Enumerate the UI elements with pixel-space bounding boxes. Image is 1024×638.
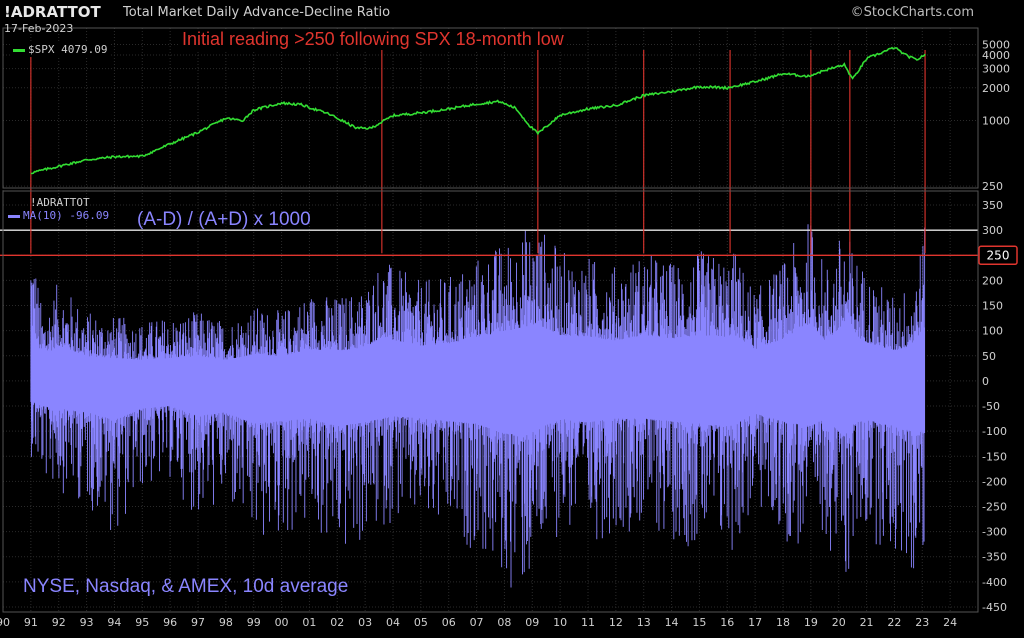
x-tick-label: 19 <box>804 616 818 629</box>
chart-symbol: !ADRATTOT <box>4 3 101 21</box>
x-tick-label: 23 <box>915 616 929 629</box>
highlight-250-label: 250 <box>987 248 1010 262</box>
x-tick-label: 22 <box>887 616 901 629</box>
chart-title: Total Market Daily Advance-Decline Ratio <box>123 5 391 20</box>
x-tick-label: 17 <box>748 616 762 629</box>
adr-panel-frame <box>2 190 979 613</box>
ma-legend: MA(10) -96.09 <box>8 209 109 222</box>
signal-lines <box>30 50 926 254</box>
adratio-bars <box>30 224 926 588</box>
x-tick-label: 04 <box>386 616 400 629</box>
x-tick-label: 06 <box>442 616 456 629</box>
adr-y-tick-label: -350 <box>982 551 1007 564</box>
adr-y-tick-label: -450 <box>982 601 1007 614</box>
x-tick-label: 11 <box>581 616 595 629</box>
adr-y-tick-label: -400 <box>982 576 1007 589</box>
x-tick-label: 00 <box>275 616 289 629</box>
spx-legend: $SPX 4079.09 <box>10 42 111 57</box>
axes: 90 91 92 93 94 95 96 97 98 99 00 01 02 03 04 05 06 07 08 09… <box>0 27 1018 629</box>
x-tick-label: 92 <box>52 616 66 629</box>
brand-watermark: ©StockCharts.com <box>850 5 974 20</box>
adr-y-tick-label: 150 <box>982 300 1003 313</box>
x-tick-label: 98 <box>219 616 233 629</box>
adr-y-tick-label: -200 <box>982 475 1007 488</box>
adr-y-tick-label: 200 <box>982 274 1003 287</box>
adr-y-tick-label: 350 <box>982 199 1003 212</box>
spx-y-tick-label: 5000 <box>982 39 1010 52</box>
spx-y-tick-label: 2000 <box>982 82 1010 95</box>
x-tick-label: 21 <box>860 616 874 629</box>
adr-y-tick-label: 300 <box>982 224 1003 237</box>
x-tick-label: 15 <box>692 616 706 629</box>
x-tick-label: 90 <box>0 616 10 629</box>
x-tick-label: 09 <box>525 616 539 629</box>
x-tick-label: 95 <box>135 616 149 629</box>
adr-y-tick-label: 0 <box>982 375 989 388</box>
x-tick-label: 91 <box>24 616 38 629</box>
x-tick-label: 99 <box>247 616 261 629</box>
adr-y-tick-label: -100 <box>982 425 1007 438</box>
spx-legend-swatch <box>13 48 25 52</box>
reference-lines <box>0 229 978 256</box>
x-tick-label: 20 <box>832 616 846 629</box>
chart-date: 17-Feb-2023 <box>4 22 74 35</box>
x-tick-label: 96 <box>163 616 177 629</box>
spx-y-tick-label: 250 <box>982 180 1003 193</box>
x-tick-label: 94 <box>107 616 121 629</box>
adr-y-tick-label: -50 <box>982 400 1000 413</box>
x-tick-label: 97 <box>191 616 205 629</box>
spx-y-tick-label: 3000 <box>982 63 1010 76</box>
x-tick-label: 13 <box>637 616 651 629</box>
signal-annotation: Initial reading >250 following SPX 18-mo… <box>179 29 567 50</box>
spx-line <box>30 46 926 175</box>
x-tick-label: 01 <box>302 616 316 629</box>
adr-y-tick-label: -300 <box>982 526 1007 539</box>
ma-legend-swatch <box>8 214 20 218</box>
adr-y-tick-label: 50 <box>982 350 996 363</box>
spx-panel <box>30 46 926 175</box>
spx-y-tick-label: 4000 <box>982 49 1010 62</box>
x-tick-label: 16 <box>720 616 734 629</box>
formula-annotation: (A-D) / (A+D) x 1000 <box>137 209 311 230</box>
adr-y-tick-label: 100 <box>982 325 1003 338</box>
adr-bar-series <box>30 224 926 588</box>
x-tick-label: 10 <box>553 616 567 629</box>
spx-panel-frame <box>2 27 979 189</box>
x-tick-label: 05 <box>414 616 428 629</box>
highlight-250-box <box>978 245 1018 266</box>
spx-legend-text: $SPX 4079.09 <box>28 43 108 56</box>
adr-y-tick-label: -250 <box>982 500 1007 513</box>
x-tick-label: 03 <box>358 616 372 629</box>
x-tick-label: 08 <box>497 616 511 629</box>
x-tick-label: 02 <box>330 616 344 629</box>
spx-y-tick-label: 1000 <box>982 115 1010 128</box>
x-tick-label: 07 <box>470 616 484 629</box>
x-tick-label: 14 <box>665 616 679 629</box>
source-note: NYSE, Nasdaq, & AMEX, 10d average <box>23 576 349 597</box>
x-tick-label: 12 <box>609 616 623 629</box>
x-tick-label: 24 <box>943 616 957 629</box>
indicator-legend-symbol: !ADRATTOT <box>30 196 90 209</box>
x-tick-label: 93 <box>80 616 94 629</box>
ma-legend-text: MA(10) -96.09 <box>23 209 110 222</box>
adr-y-tick-label: -150 <box>982 450 1007 463</box>
x-tick-label: 18 <box>776 616 790 629</box>
